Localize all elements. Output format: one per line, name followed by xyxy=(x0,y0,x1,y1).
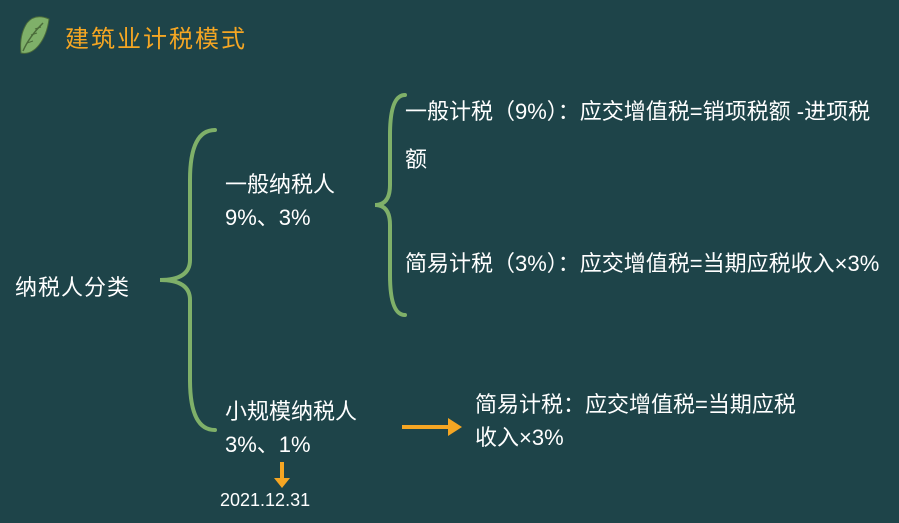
node-small-taxpayer: 小规模纳税人 3%、1% xyxy=(225,395,357,461)
node-general-line2: 9%、3% xyxy=(225,201,335,234)
leaf-small-line2: 收入×3% xyxy=(475,421,875,454)
node-general-line1: 一般纳税人 xyxy=(225,168,335,201)
node-general-taxpayer: 一般纳税人 9%、3% xyxy=(225,168,335,234)
date-label: 2021.12.31 xyxy=(220,490,310,511)
leaf-general-rate: 一般计税（9%）：应交增值税=销项税额 -进项税额 xyxy=(405,88,885,185)
leaf-small-line1: 简易计税：应交增值税=当期应税 xyxy=(475,388,875,421)
node-small-line2: 3%、1% xyxy=(225,428,357,461)
leaf-simple-rate: 简易计税（3%）：应交增值税=当期应税收入×3% xyxy=(405,240,885,288)
node-small-line1: 小规模纳税人 xyxy=(225,395,357,428)
arrow-right-icon xyxy=(400,415,465,444)
root-label: 纳税人分类 xyxy=(15,270,130,302)
leaf-icon xyxy=(15,15,55,57)
title-row: 建筑业计税模式 xyxy=(15,15,247,57)
bracket-root xyxy=(150,120,220,445)
page-title: 建筑业计税模式 xyxy=(65,19,247,54)
leaf-small-rate: 简易计税：应交增值税=当期应税 收入×3% xyxy=(475,388,875,454)
bracket-general xyxy=(370,85,410,330)
